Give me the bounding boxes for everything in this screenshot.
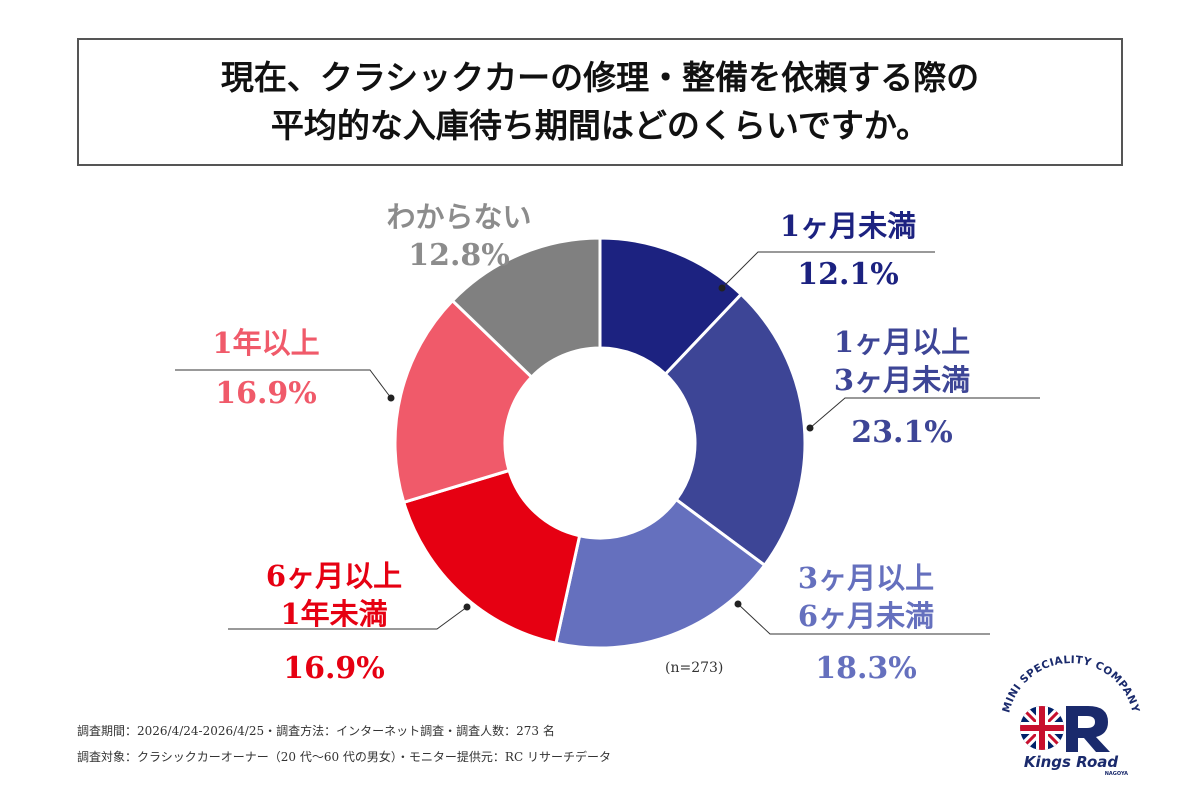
- segment-value-6-months-to-1-year: 16.9%: [283, 651, 385, 686]
- chart-title-line-2: 平均的な入庫待ち期間はどのくらいですか。: [270, 106, 930, 145]
- leader-line-6-months-to-1-year: [228, 606, 468, 630]
- logo-arc-text: MINI SPECIALITY COMPANY: [1000, 654, 1141, 714]
- segment-label-6-months-to-1-year-line-2: 1年未満: [280, 597, 387, 631]
- segment-label-unknown-line-1: わからない: [386, 200, 531, 234]
- leader-line-3-to-6-months: [737, 603, 990, 635]
- donut-slice-1-to-3-months: [663, 292, 807, 568]
- segment-label-6-months-to-1-year-line-1: 6ヶ月以上: [266, 559, 402, 593]
- segment-label-3-to-6-months-line-2: 6ヶ月未満: [798, 599, 934, 633]
- svg-text:MINI SPECIALITY COMPANY: MINI SPECIALITY COMPANY: [1000, 654, 1141, 714]
- kings-road-logo: MINI SPECIALITY COMPANY Kings Road NAGOY…: [1000, 654, 1141, 777]
- logo-sub-text: NAGOYA: [1105, 771, 1128, 777]
- segment-value-unknown: 12.8%: [408, 238, 510, 273]
- logo-brand-text: Kings Road: [1024, 753, 1119, 771]
- segment-label-1-to-3-months-line-1: 1ヶ月以上: [834, 325, 970, 359]
- sample-size-note: (n=273): [665, 660, 724, 676]
- leader-dot-6-months-to-1-year: [463, 603, 471, 611]
- leader-dot-over-1-year: [387, 394, 395, 402]
- segment-label-over-1-year-line-1: 1年以上: [212, 326, 319, 360]
- segment-value-1-to-3-months: 23.1%: [851, 415, 953, 450]
- segment-label-3-to-6-months-line-1: 3ヶ月以上: [798, 561, 934, 595]
- donut-slice-3-to-6-months: [554, 497, 767, 650]
- leader-line-under-1-month: [721, 251, 935, 289]
- segment-value-over-1-year: 16.9%: [215, 376, 317, 411]
- donut-slice-under-1-month: [598, 236, 744, 377]
- leader-dot-3-to-6-months: [734, 600, 742, 608]
- segment-label-1-to-3-months-line-2: 3ヶ月未満: [834, 363, 970, 397]
- segment-value-under-1-month: 12.1%: [797, 257, 899, 292]
- leader-dot-1-to-3-months: [806, 424, 814, 432]
- segment-value-3-to-6-months: 18.3%: [815, 651, 917, 686]
- logo-r-icon: [1066, 706, 1110, 752]
- survey-footnote-2: 調査対象：クラシックカーオーナー（20 代〜60 代の男女）・モニター提供元：R…: [77, 750, 611, 764]
- logo-flag-icon: [1020, 706, 1064, 750]
- donut-slice-unknown: [450, 236, 602, 380]
- leader-line-1-to-3-months: [809, 397, 1040, 429]
- segment-label-under-1-month-line-1: 1ヶ月未満: [780, 209, 916, 243]
- donut-slice-over-1-year: [393, 298, 534, 505]
- donut-slice-6-months-to-1-year: [401, 468, 582, 646]
- leader-dot-under-1-month: [718, 284, 726, 292]
- survey-footnote-1: 調査期間：2026/4/24-2026/4/25・調査方法：インターネット調査・…: [77, 724, 555, 738]
- chart-title-line-1: 現在、クラシックカーの修理・整備を依頼する際の: [220, 58, 980, 97]
- leader-line-over-1-year: [175, 369, 392, 399]
- title-box: 現在、クラシックカーの修理・整備を依頼する際の 平均的な入庫待ち期間はどのくらい…: [77, 38, 1123, 166]
